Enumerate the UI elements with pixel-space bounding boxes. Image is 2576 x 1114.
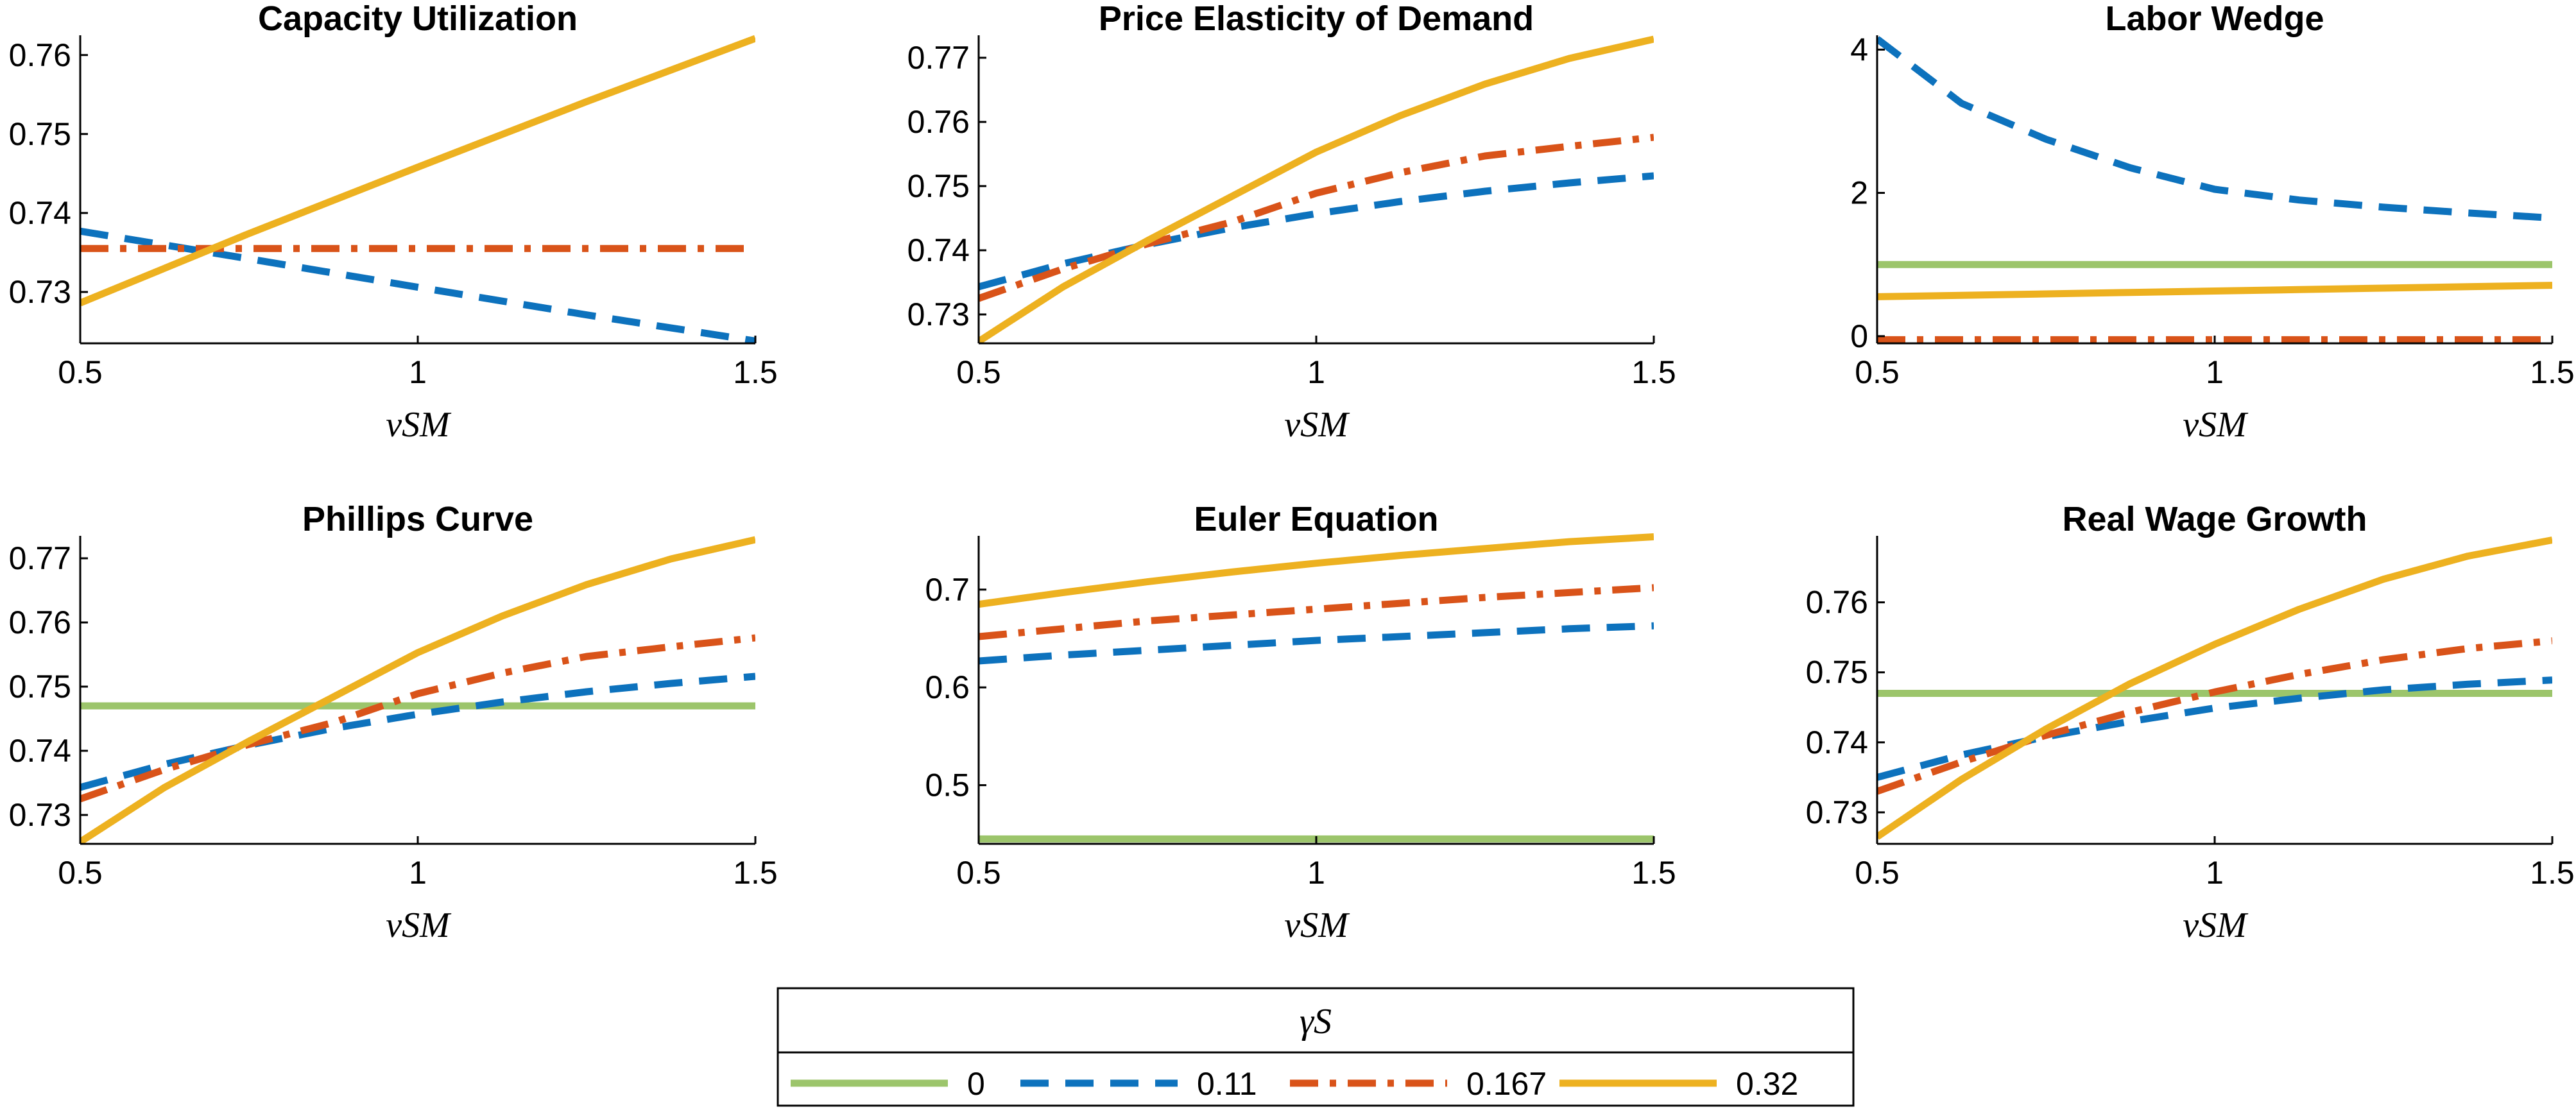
y-tick-label: 0.75	[9, 116, 71, 152]
series-line-0-11	[80, 227, 755, 345]
y-tick-label: 0.75	[1806, 655, 1868, 690]
series-line-0-167	[979, 584, 1654, 640]
y-tick-label: 0.73	[9, 797, 71, 833]
y-tick-label: 0.76	[9, 37, 71, 73]
series-lines	[80, 35, 755, 345]
series-lines	[80, 536, 755, 845]
x-tick-label: 0.5	[1855, 354, 1900, 390]
x-tick-label: 1.5	[733, 855, 778, 891]
legend-entry-0-11: 0.11	[1020, 1066, 1257, 1102]
x-tick-label: 1	[2206, 855, 2224, 891]
series-line-0-32	[979, 533, 1654, 608]
legend-entry-0-167: 0.167	[1290, 1066, 1547, 1102]
x-axis-label: νSM	[1284, 405, 1350, 445]
panel-1: Capacity Utilization 0.5 1 1.5 0.73 0.74 0.75 0…	[9, 0, 778, 445]
y-tick-label: 0.76	[9, 604, 71, 640]
panel-title: Price Elasticity of Demand	[1099, 0, 1534, 38]
x-tick-label: 1	[1307, 855, 1325, 891]
series-line-0-11	[1877, 36, 2552, 222]
panel-title: Phillips Curve	[302, 500, 533, 538]
x-tick-label: 0.5	[58, 855, 103, 891]
x-tick-label: 1	[2206, 354, 2224, 390]
y-tick-label: 0.74	[907, 232, 970, 268]
series-lines	[1877, 536, 2552, 840]
series-line-0-32	[80, 536, 755, 845]
legend-label: 0.11	[1197, 1066, 1257, 1102]
series-line-0-167	[80, 634, 755, 803]
y-tick-label: 0	[1850, 318, 1868, 354]
series-line-0-167	[979, 133, 1654, 302]
x-tick-label: 1	[1307, 354, 1325, 390]
x-tick-label: 1	[409, 855, 427, 891]
y-tick-label: 0.74	[9, 195, 71, 231]
legend-entry-0-32: 0.32	[1559, 1066, 1798, 1102]
y-tick-label: 2	[1850, 175, 1868, 211]
panel-6: Real Wage Growth 0.5 1 1.5 0.73 0.74 0.75 0.76 ν…	[1806, 500, 2575, 945]
panel-title: Capacity Utilization	[258, 0, 578, 38]
x-tick-label: 1	[409, 354, 427, 390]
x-axis-label: νSM	[386, 905, 452, 945]
y-tick-label: 0.7	[925, 572, 970, 608]
series-line-0-11	[979, 622, 1654, 665]
x-tick-label: 0.5	[956, 855, 1001, 891]
y-tick-label: 0.77	[9, 540, 71, 576]
y-tick-label: 0.6	[925, 669, 970, 705]
x-tick-label: 1.5	[2530, 855, 2575, 891]
series-line-0-167	[1877, 637, 2552, 795]
series-lines	[1877, 36, 2552, 343]
x-axis-label: νSM	[2183, 905, 2249, 945]
panel-5: Euler Equation 0.5 1 1.5 0.5 0.6 0.7 νSM	[925, 500, 1676, 945]
panel-3: Labor Wedge 0.5 1 1.5 0 2 4 νSM	[1850, 0, 2575, 445]
x-tick-label: 1.5	[2530, 354, 2575, 390]
panel-title: Labor Wedge	[2105, 0, 2324, 38]
legend-entry-0: 0	[791, 1066, 985, 1102]
legend: γS 0 0.11 0.167 0.32	[777, 987, 1855, 1107]
series-line-0-32	[979, 35, 1654, 345]
panel-title: Euler Equation	[1194, 500, 1438, 538]
x-tick-label: 1.5	[1631, 354, 1676, 390]
x-tick-label: 0.5	[1855, 855, 1900, 891]
panel-2: Price Elasticity of Demand 0.5 1 1.5 0.73 0.7…	[907, 0, 1676, 445]
x-tick-label: 1.5	[1631, 855, 1676, 891]
y-tick-label: 0.73	[1806, 794, 1868, 830]
y-tick-label: 0.76	[907, 104, 970, 140]
series-line-0-32	[1877, 282, 2552, 300]
panel-4: Phillips Curve 0.5 1 1.5 0.73 0.74 0.75 0.76 0.7…	[9, 500, 778, 945]
x-tick-label: 0.5	[956, 354, 1001, 390]
legend-title: γS	[1300, 1002, 1332, 1041]
x-axis-label: νSM	[2183, 405, 2249, 445]
legend-entries: 0 0.11 0.167 0.32	[791, 1066, 1798, 1102]
series-line-0-11	[1877, 676, 2552, 781]
y-tick-label: 0.74	[9, 733, 71, 769]
x-axis-label: νSM	[1284, 905, 1350, 945]
y-tick-label: 0.74	[1806, 724, 1868, 760]
legend-label: 0	[967, 1066, 985, 1102]
y-tick-label: 0.75	[907, 168, 970, 204]
x-tick-label: 0.5	[58, 354, 103, 390]
y-tick-label: 0.75	[9, 669, 71, 705]
panel-title: Real Wage Growth	[2062, 500, 2367, 538]
x-tick-label: 1.5	[733, 354, 778, 390]
y-tick-label: 0.73	[9, 274, 71, 310]
y-tick-label: 0.5	[925, 767, 970, 803]
series-line-0-32	[1877, 536, 2552, 840]
y-tick-label: 0.76	[1806, 585, 1868, 621]
legend-label: 0.167	[1466, 1066, 1547, 1102]
series-line-0-32	[80, 35, 755, 307]
series-lines	[979, 35, 1654, 345]
y-tick-label: 0.73	[907, 296, 970, 332]
x-axis-label: νSM	[386, 405, 452, 445]
legend-label: 0.32	[1736, 1066, 1798, 1102]
series-lines	[979, 533, 1654, 843]
y-tick-label: 4	[1850, 31, 1868, 67]
y-tick-label: 0.77	[907, 40, 970, 76]
